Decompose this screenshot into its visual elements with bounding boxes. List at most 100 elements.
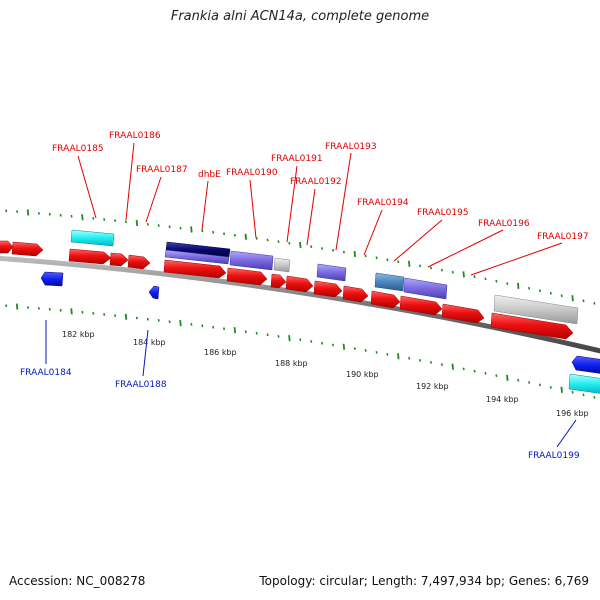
major-tick bbox=[179, 320, 182, 327]
minor-tick bbox=[560, 294, 563, 298]
major-tick bbox=[135, 219, 139, 227]
scale-label-196: 196 kbp bbox=[556, 409, 589, 418]
cds-arrow[interactable] bbox=[399, 295, 443, 316]
minor-tick bbox=[331, 248, 335, 252]
gene-label-FRAAL0184[interactable]: FRAAL0184 bbox=[20, 368, 72, 378]
feature-box-purple[interactable] bbox=[164, 249, 230, 265]
minor-tick bbox=[5, 304, 8, 308]
feature-box-purple[interactable] bbox=[229, 250, 274, 271]
feature-box-purple[interactable] bbox=[316, 263, 347, 282]
minor-tick bbox=[48, 212, 51, 216]
minor-tick bbox=[528, 381, 531, 384]
gene-label-FRAAL0194[interactable]: FRAAL0194 bbox=[357, 198, 409, 208]
minor-tick bbox=[92, 312, 95, 315]
cds-arrow[interactable] bbox=[0, 240, 14, 254]
map-title: Frankia alni ACN14a, complete genome bbox=[170, 9, 430, 24]
forward-strand-row1 bbox=[0, 240, 574, 340]
minor-tick bbox=[429, 361, 433, 364]
minor-tick bbox=[528, 286, 531, 290]
minor-tick bbox=[146, 317, 149, 321]
gene-label-FRAAL0191[interactable]: FRAAL0191 bbox=[271, 154, 323, 164]
minor-tick bbox=[473, 369, 476, 373]
major-tick bbox=[353, 250, 356, 258]
major-tick bbox=[397, 353, 400, 360]
minor-tick bbox=[549, 386, 552, 389]
gene-label-FRAAL0192[interactable]: FRAAL0192 bbox=[290, 177, 342, 187]
cds-arrow[interactable] bbox=[342, 285, 369, 303]
minor-tick bbox=[168, 320, 171, 324]
major-tick bbox=[462, 271, 465, 278]
gene-label-dhbE[interactable]: dhbE bbox=[198, 170, 221, 180]
major-tick bbox=[571, 295, 574, 302]
gene-label-FRAAL0185[interactable]: FRAAL0185 bbox=[52, 144, 104, 154]
minor-tick bbox=[506, 282, 509, 285]
minor-tick bbox=[364, 254, 367, 258]
minor-tick bbox=[419, 359, 422, 362]
minor-tick bbox=[495, 374, 498, 377]
cds-arrow[interactable] bbox=[441, 303, 485, 324]
minor-tick bbox=[495, 279, 498, 283]
minor-tick bbox=[321, 341, 324, 345]
feature-box-cyan[interactable] bbox=[568, 373, 600, 394]
gene-label-FRAAL0187[interactable]: FRAAL0187 bbox=[136, 165, 188, 175]
forward-leader-lines bbox=[77, 142, 563, 276]
cds-arrow[interactable] bbox=[11, 241, 44, 257]
cds-arrow[interactable] bbox=[313, 280, 343, 298]
minor-tick bbox=[397, 260, 400, 264]
minor-tick bbox=[223, 327, 226, 331]
gene-label-FRAAL0199[interactable]: FRAAL0199 bbox=[528, 451, 580, 461]
major-tick bbox=[190, 226, 193, 233]
feature-box-gray[interactable] bbox=[273, 257, 291, 273]
genome-backbone bbox=[0, 255, 600, 354]
minor-tick bbox=[124, 220, 128, 224]
gene-label-FRAAL0195[interactable]: FRAAL0195 bbox=[417, 208, 469, 218]
gene-label-FRAAL0186[interactable]: FRAAL0186 bbox=[109, 131, 161, 141]
accession-text: Accession: NC_008278 bbox=[9, 574, 146, 588]
minor-tick bbox=[103, 313, 106, 316]
major-tick bbox=[70, 308, 73, 315]
feature-box-cyan[interactable] bbox=[70, 229, 115, 247]
cds-arrow[interactable] bbox=[127, 254, 151, 270]
cds-arrow[interactable] bbox=[370, 290, 401, 309]
minor-tick bbox=[5, 209, 8, 213]
minor-tick bbox=[277, 335, 280, 338]
minor-tick bbox=[157, 319, 160, 322]
gene-label-FRAAL0197[interactable]: FRAAL0197 bbox=[537, 232, 589, 242]
minor-tick bbox=[277, 240, 280, 243]
gene-label-FRAAL0193[interactable]: FRAAL0193 bbox=[325, 142, 377, 152]
cds-arrow[interactable] bbox=[490, 312, 574, 340]
cds-arrow[interactable] bbox=[226, 267, 268, 286]
cds-arrow[interactable] bbox=[109, 252, 129, 267]
minor-tick bbox=[582, 393, 585, 397]
gene-label-FRAAL0190[interactable]: FRAAL0190 bbox=[226, 168, 278, 178]
minor-tick bbox=[538, 289, 541, 293]
major-tick bbox=[451, 363, 454, 370]
minor-tick bbox=[103, 218, 106, 221]
minor-tick bbox=[255, 331, 258, 335]
minor-tick bbox=[212, 230, 215, 234]
scale-label-194: 194 kbp bbox=[486, 395, 519, 404]
feature-box-purple[interactable] bbox=[403, 277, 448, 300]
cds-arrow-reverse[interactable] bbox=[148, 285, 160, 300]
cds-arrow-reverse[interactable] bbox=[40, 271, 64, 287]
feature-box-steel[interactable] bbox=[374, 272, 405, 292]
cds-arrow-reverse[interactable] bbox=[571, 355, 600, 374]
cds-arrow[interactable] bbox=[285, 275, 314, 293]
minor-tick bbox=[201, 229, 204, 233]
cds-arrow[interactable] bbox=[163, 259, 227, 279]
minor-tick bbox=[244, 330, 247, 334]
scale-label-184: 184 kbp bbox=[133, 338, 166, 347]
major-tick bbox=[299, 241, 302, 249]
major-tick bbox=[26, 209, 30, 216]
feature-box-gray[interactable] bbox=[493, 294, 579, 325]
gene-label-FRAAL0196[interactable]: FRAAL0196 bbox=[478, 219, 530, 229]
reverse-leader-lines bbox=[45, 320, 577, 448]
gene-label-FRAAL0188[interactable]: FRAAL0188 bbox=[115, 380, 167, 390]
minor-tick bbox=[429, 266, 433, 270]
minor-tick bbox=[92, 217, 95, 220]
cds-arrow[interactable] bbox=[68, 248, 112, 265]
minor-tick bbox=[419, 264, 422, 268]
minor-tick bbox=[331, 343, 335, 347]
cds-arrow[interactable] bbox=[270, 273, 287, 289]
scale-label-190: 190 kbp bbox=[346, 370, 379, 379]
